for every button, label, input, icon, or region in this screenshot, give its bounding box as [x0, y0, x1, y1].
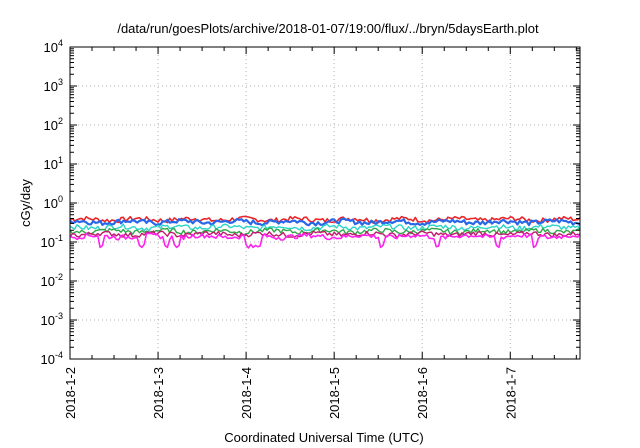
- series-line: [69, 215, 581, 224]
- series-line: [69, 227, 581, 236]
- x-tick-label: 2018-1-4: [239, 367, 254, 419]
- x-tick-label: 2018-1-7: [503, 367, 518, 419]
- y-tick-label: 100: [44, 194, 63, 211]
- x-tick-label: 2018-1-6: [415, 367, 430, 419]
- y-tick-label: 10-4: [41, 350, 63, 367]
- series-line: [69, 223, 581, 232]
- y-tick-label: 101: [44, 155, 63, 172]
- chart-title: /data/run/goesPlots/archive/2018-01-07/1…: [117, 21, 539, 36]
- y-tick-label: 10-1: [41, 233, 63, 250]
- grid: [70, 47, 580, 359]
- y-tick-label: 104: [44, 38, 63, 55]
- x-axis-label: Coordinated Universal Time (UTC): [224, 430, 423, 445]
- x-tick-label: 2018-1-2: [63, 367, 78, 419]
- y-tick-label: 102: [44, 116, 63, 133]
- y-tick-label: 103: [44, 77, 63, 94]
- y-tick-label: 10-3: [41, 311, 63, 328]
- x-axis: 2018-1-2 2018-1-3 2018-1-4 2018-1-5 2018-1-6…: [63, 47, 577, 419]
- y-tick-label: 10-2: [41, 272, 63, 289]
- series-group: [69, 215, 581, 249]
- x-tick-label: 2018-1-5: [327, 367, 342, 419]
- series-line: [69, 232, 581, 249]
- y-axis: 10-4 10-3 10-2 10-1 100 101 102 103 104: [41, 38, 580, 367]
- series-line: [69, 217, 581, 227]
- x-tick-label: 2018-1-3: [151, 367, 166, 419]
- y-axis-label: cGy/day: [18, 179, 33, 227]
